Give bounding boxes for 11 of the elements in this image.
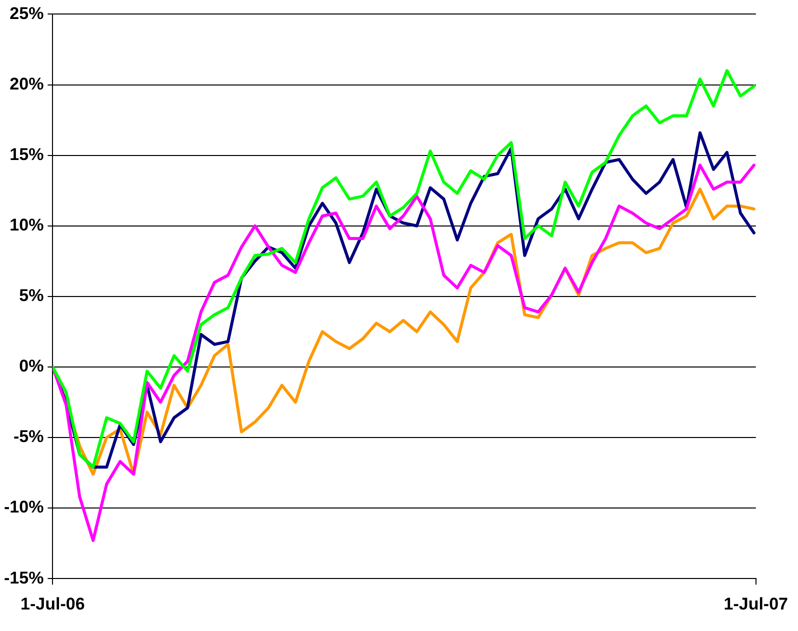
y-tick-label: -10% — [4, 498, 44, 517]
y-tick-label: 25% — [10, 4, 44, 23]
x-tick-label: 1-Jul-06 — [20, 594, 85, 614]
y-tick-label: -5% — [13, 427, 44, 446]
x-tick-label: 1-Jul-07 — [724, 594, 788, 614]
y-tick-label: 10% — [10, 216, 44, 235]
y-tick-label: 0% — [19, 356, 44, 376]
y-tick-label: 20% — [10, 74, 44, 94]
y-tick-label: 15% — [10, 144, 44, 164]
y-tick-label: -15% — [4, 568, 44, 588]
y-tick-label: 5% — [19, 286, 44, 306]
